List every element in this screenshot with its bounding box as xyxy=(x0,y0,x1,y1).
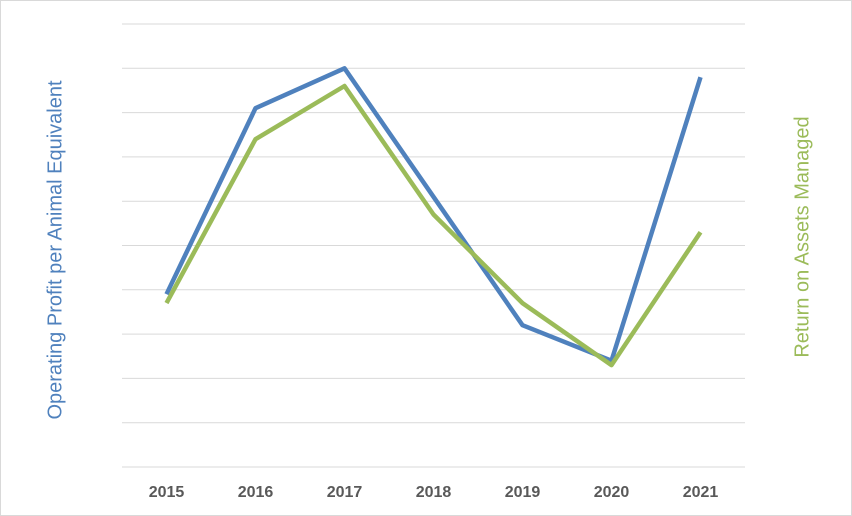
x-tick-label-2021: 2021 xyxy=(683,484,719,501)
gridlines xyxy=(122,23,745,468)
x-tick-label-2019: 2019 xyxy=(505,484,541,501)
x-tick-label-2016: 2016 xyxy=(238,484,274,501)
x-tick-label-2018: 2018 xyxy=(416,484,452,501)
series-line-1-right xyxy=(164,83,703,368)
x-tick-label-2020: 2020 xyxy=(594,484,630,501)
x-tick-label-2017: 2017 xyxy=(327,484,363,501)
x-tick-label-2015: 2015 xyxy=(149,484,185,501)
series-line-0-left xyxy=(164,66,703,363)
series-lines xyxy=(164,66,703,368)
x-axis-tick-labels: 2015 2016 2017 2018 2019 2020 2021 xyxy=(149,484,719,501)
